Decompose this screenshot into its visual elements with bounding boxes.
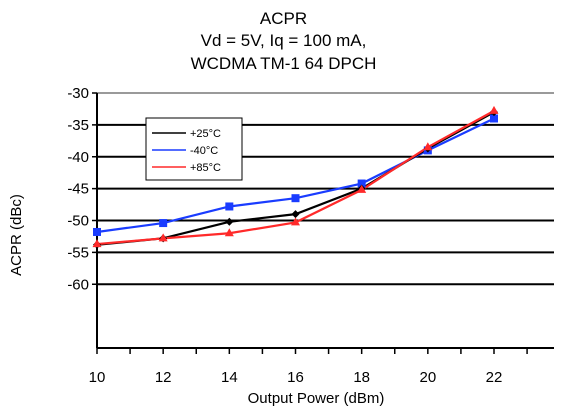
x-tick-labels: 10 12 14 16 18 20 22 bbox=[89, 369, 503, 386]
y-tick-label: -40 bbox=[67, 149, 89, 166]
data-point bbox=[225, 202, 233, 210]
x-tick-label: 14 bbox=[221, 369, 238, 386]
legend: +25°C -40°C +85°C bbox=[146, 118, 242, 180]
data-point bbox=[93, 228, 101, 236]
data-point bbox=[225, 218, 233, 226]
y-tick-label: -60 bbox=[67, 276, 89, 293]
data-point bbox=[159, 219, 167, 227]
x-tick-label: 20 bbox=[419, 369, 436, 386]
y-axis-label: ACPR (dBc) bbox=[8, 194, 25, 276]
x-tick-label: 22 bbox=[486, 369, 503, 386]
x-tick-label: 12 bbox=[155, 369, 172, 386]
y-tick-label: -45 bbox=[67, 181, 89, 198]
x-axis-label: Output Power (dBm) bbox=[248, 390, 385, 407]
y-tick-labels: -30 -35 -40 -45 -50 -55 -60 bbox=[67, 85, 89, 293]
data-point bbox=[292, 210, 300, 218]
legend-label: +25°C bbox=[190, 128, 221, 140]
x-tick-label: 10 bbox=[89, 369, 106, 386]
y-tick-label: -50 bbox=[67, 213, 89, 230]
y-tick-label: -30 bbox=[67, 85, 89, 102]
y-tick-label: -35 bbox=[67, 117, 89, 134]
x-tick-label: 18 bbox=[353, 369, 370, 386]
x-tick-label: 16 bbox=[287, 369, 304, 386]
data-point bbox=[490, 106, 499, 114]
legend-label: +85°C bbox=[190, 162, 221, 174]
data-point bbox=[292, 194, 300, 202]
legend-label: -40°C bbox=[190, 145, 218, 157]
y-tick-label: -55 bbox=[67, 244, 89, 261]
